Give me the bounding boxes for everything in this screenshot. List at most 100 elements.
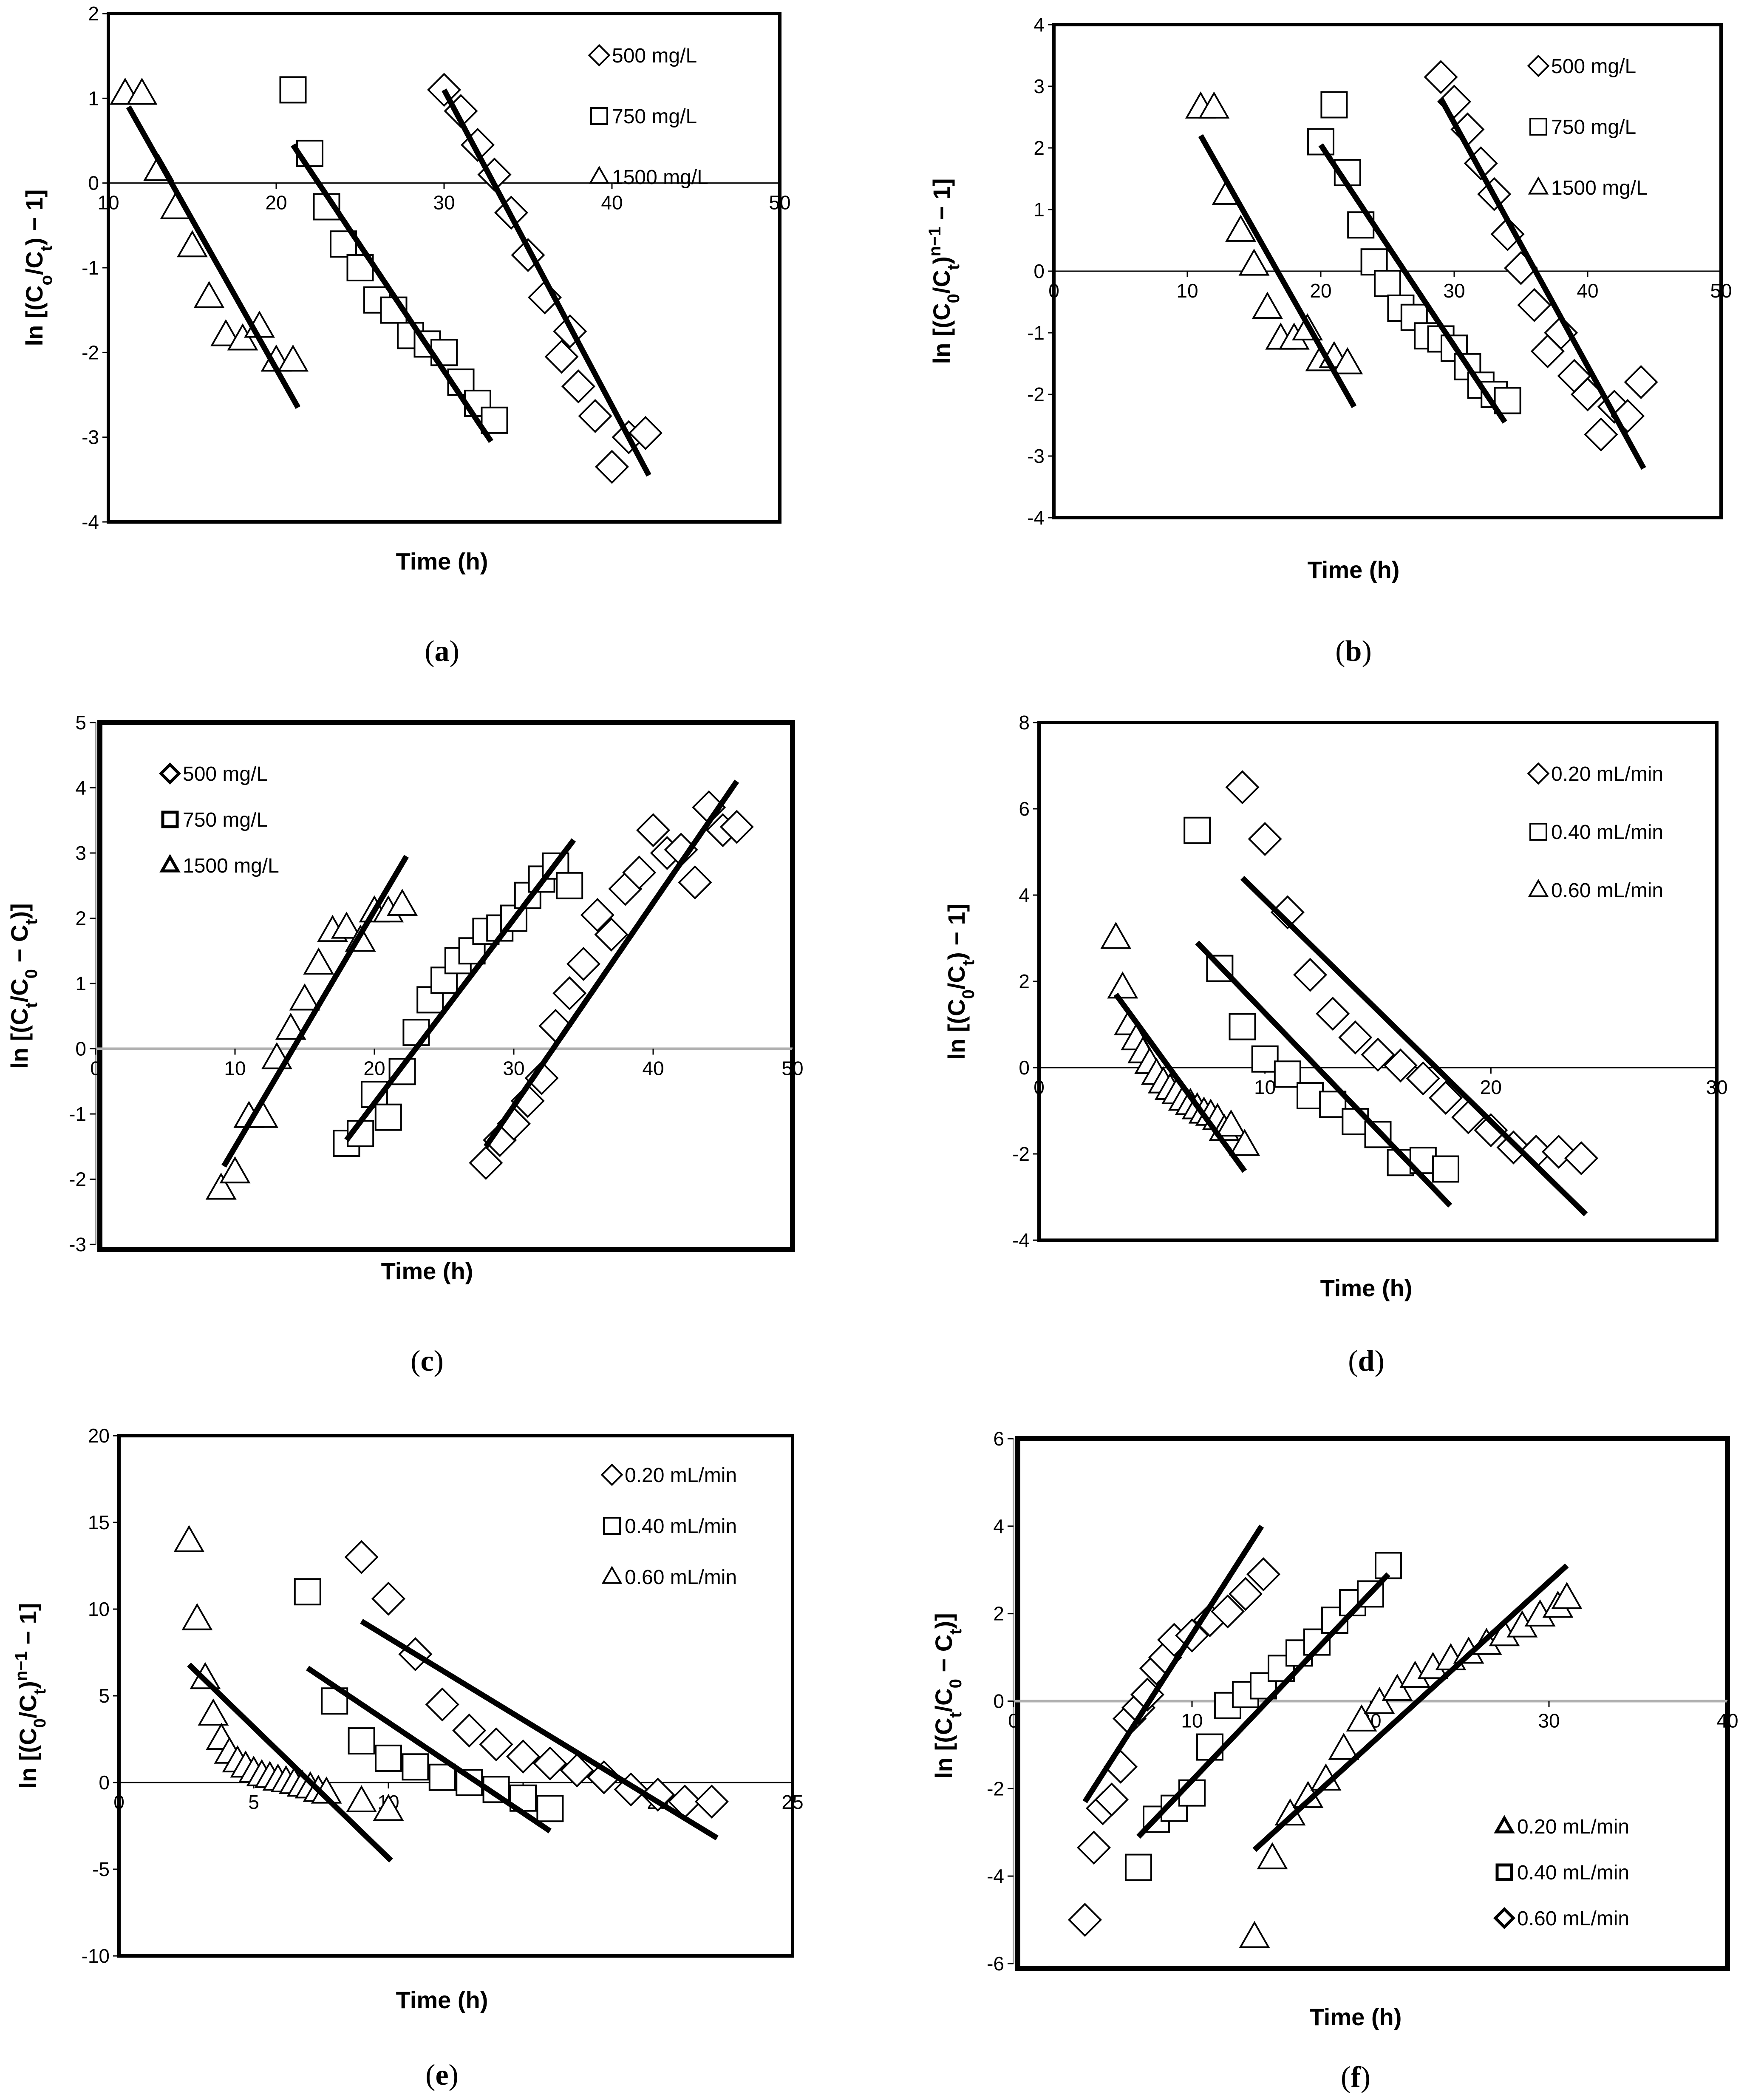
legend: 0.20 mL/min 0.40 mL/min 0.60 mL/min (1527, 762, 1663, 902)
y-tick-label: 3 (75, 842, 86, 864)
legend-marker (161, 811, 179, 828)
data-point (344, 1540, 379, 1574)
data-point (622, 856, 657, 890)
legend-label: 0.40 mL/min (625, 1515, 737, 1538)
x-tick-label: 10 (1181, 1710, 1203, 1732)
legend-label: 0.20 mL/min (625, 1464, 737, 1487)
legend-label: 0.60 mL/min (625, 1566, 737, 1589)
data-point (587, 1760, 621, 1794)
data-point (1125, 1853, 1152, 1881)
data-point (560, 1753, 594, 1788)
x-axis-title: Time (h) (1310, 2004, 1402, 2030)
data-point (595, 450, 629, 484)
data-point (1584, 417, 1618, 452)
fit-line (126, 105, 301, 409)
data-point (452, 1713, 487, 1748)
data-point (1624, 365, 1658, 400)
x-tick-label: 0 (1008, 1710, 1019, 1732)
y-tick-label: -5 (92, 1858, 110, 1880)
fit-line (187, 1662, 393, 1863)
data-point (1307, 128, 1334, 156)
data-point (173, 1525, 205, 1552)
data-point (1544, 315, 1578, 350)
data-point (719, 810, 754, 844)
legend-label: 750 mg/L (1551, 116, 1636, 139)
legend-marker (589, 166, 610, 184)
x-tick-label: 5 (248, 1791, 259, 1813)
y-tick-label: 4 (993, 1515, 1004, 1537)
data-point (1361, 1037, 1395, 1072)
panel-caption: (a) (425, 635, 459, 668)
panel-caption: (d) (1348, 1345, 1385, 1377)
y-tick-label: 1 (1033, 198, 1045, 221)
y-tick-label: 10 (88, 1598, 110, 1620)
data-point (279, 76, 307, 104)
y-tick-label: -1 (82, 257, 99, 279)
data-point (1239, 1921, 1270, 1948)
data-point (1374, 270, 1401, 297)
y-axis-title: ln [(Ct/C0 − Ct)] (930, 1613, 965, 1779)
legend: 0.20 mL/min 0.40 mL/min 0.60 mL/min (600, 1463, 737, 1589)
y-tick-label: 0 (993, 1690, 1004, 1712)
chart-panel-a: -4 -3 -2 -1 0 1 2 10 20 30 40 50 Time (h) ln [(Co/Ct)… (21, 3, 791, 668)
y-tick-label: -10 (82, 1945, 110, 1967)
data-point (1328, 1733, 1359, 1760)
x-tick-label: 0 (1048, 280, 1059, 302)
data-point (1332, 347, 1363, 374)
data-point (1564, 1141, 1599, 1176)
data-point (1338, 1020, 1373, 1054)
y-tick-label: 20 (88, 1425, 110, 1447)
y-tick-label: -2 (1027, 383, 1045, 405)
legend-marker (159, 762, 181, 785)
x-axis-title: Time (h) (1308, 556, 1400, 583)
data-point (387, 889, 418, 916)
data-point (1076, 1831, 1111, 1865)
panel-caption: (e) (425, 2059, 459, 2091)
y-tick-label: -3 (1027, 445, 1045, 467)
y-tick-label: 2 (1033, 137, 1045, 159)
chart-panel-f: -6-4-20246010203040Time (h)ln [(Ct/C0 − … (930, 1428, 1739, 2094)
data-point (425, 1687, 459, 1722)
legend-label: 0.20 mL/min (1517, 1816, 1629, 1838)
legend-label: 1500 mg/L (183, 855, 279, 877)
data-point (1100, 921, 1132, 949)
x-tick-label: 0 (1033, 1076, 1045, 1098)
series-triangle (205, 855, 418, 1200)
fit-line (1252, 1563, 1569, 1852)
series-diamond (427, 73, 663, 484)
series-triangle (173, 1525, 404, 1863)
fit-line (1136, 1572, 1390, 1839)
y-tick-label: 1 (88, 87, 99, 109)
y-tick-label: 0 (99, 1771, 110, 1794)
fit-line (1195, 941, 1453, 1208)
legend: 0.20 mL/min 0.40 mL/min 0.60 mL/min (1493, 1815, 1629, 1930)
fit-line (360, 1619, 719, 1841)
x-tick-label: 40 (601, 192, 623, 214)
data-point (1474, 1113, 1508, 1148)
y-tick-label: 15 (88, 1511, 110, 1533)
data-point (1346, 1704, 1377, 1732)
data-point (193, 281, 225, 308)
fit-line (1438, 97, 1646, 470)
data-point (1246, 1557, 1281, 1592)
data-point (1184, 816, 1211, 844)
data-point (1342, 1108, 1369, 1135)
data-point (506, 1739, 541, 1774)
data-point (561, 369, 596, 404)
data-point (533, 1746, 567, 1781)
plot-frame (1037, 721, 1719, 1242)
series-diamond (344, 1540, 729, 1841)
data-point (430, 966, 458, 994)
legend-label: 0.20 mL/min (1551, 763, 1663, 785)
y-axis-title: ln [(Co/Ct) − 1] (21, 189, 56, 346)
data-point (1316, 997, 1350, 1031)
x-tick-label: 25 (781, 1791, 803, 1813)
legend-label: 0.40 mL/min (1551, 821, 1663, 844)
y-tick-label: -2 (82, 341, 99, 363)
data-point (1251, 292, 1283, 319)
series-triangle (1100, 921, 1260, 1173)
data-point (1428, 1081, 1463, 1115)
data-point (1229, 1129, 1260, 1156)
data-point (556, 872, 583, 899)
